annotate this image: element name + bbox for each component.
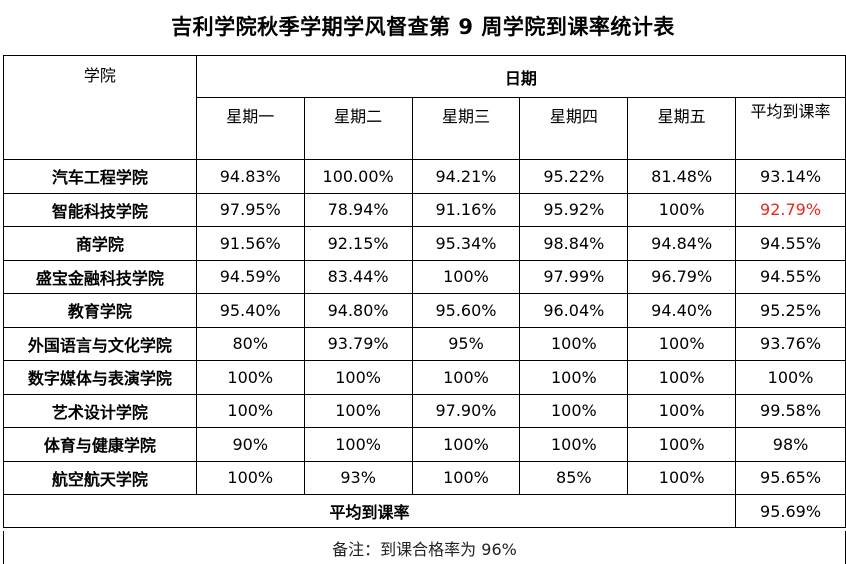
attendance-value: 91.56% <box>195 226 305 261</box>
attendance-value: 95.40% <box>195 293 305 328</box>
table-row: 智能科技学院 97.95% 78.94% 91.16% 95.92% 100% 92.79% <box>3 192 846 227</box>
table-row: 汽车工程学院 94.83% 100.00% 94.21% 95.22% 81.48% 93.… <box>3 159 846 194</box>
average-column-header: 平均到课率 <box>735 97 846 160</box>
attendance-value: 94.40% <box>627 293 737 328</box>
attendance-value: 100% <box>411 259 521 294</box>
attendance-value: 90% <box>195 427 305 462</box>
college-name: 盛宝金融科技学院 <box>3 259 197 294</box>
attendance-value: 97.90% <box>411 393 521 428</box>
attendance-value: 100% <box>303 427 413 462</box>
college-name: 数字媒体与表演学院 <box>3 360 197 395</box>
table-row: 教育学院 95.40% 94.80% 95.60% 96.04% 94.40% 95.25% <box>3 293 846 328</box>
date-column-header: 日期 <box>195 55 846 98</box>
day-header-tue: 星期二 <box>303 97 413 160</box>
average-value: 99.58% <box>735 393 846 428</box>
attendance-value: 100% <box>195 460 305 495</box>
header-row-days: 星期一 星期二 星期三 星期四 星期五 平均到课率 <box>4 97 846 160</box>
day-header-wed: 星期三 <box>411 97 521 160</box>
overall-average-value: 95.69% <box>735 494 846 528</box>
attendance-table: 学院 日期 星期一 星期二 星期三 星期四 星期五 平均到课率 汽车工程学院 94… <box>2 55 846 528</box>
footnote: 备注：到课合格率为 96% <box>3 531 846 564</box>
average-value: 100% <box>735 360 846 395</box>
attendance-value: 80% <box>195 326 305 361</box>
attendance-value: 100% <box>627 326 737 361</box>
attendance-value: 94.59% <box>195 259 305 294</box>
attendance-value: 94.83% <box>195 159 305 194</box>
average-value: 93.76% <box>735 326 846 361</box>
attendance-value: 100% <box>627 427 737 462</box>
average-value: 92.79% <box>735 192 846 227</box>
table-row: 航空航天学院 100% 93% 100% 85% 100% 95.65% <box>3 460 846 495</box>
table-row: 商学院 91.56% 92.15% 95.34% 98.84% 94.84% 94.55% <box>3 226 846 261</box>
attendance-value: 95.92% <box>519 192 629 227</box>
attendance-value: 92.15% <box>303 226 413 261</box>
average-value: 94.55% <box>735 226 846 261</box>
day-header-mon: 星期一 <box>195 97 305 160</box>
attendance-value: 100% <box>195 393 305 428</box>
attendance-value: 94.80% <box>303 293 413 328</box>
attendance-value: 100% <box>519 326 629 361</box>
college-name: 体育与健康学院 <box>3 427 197 462</box>
attendance-value: 94.84% <box>627 226 737 261</box>
college-name: 商学院 <box>3 226 197 261</box>
attendance-value: 95.22% <box>519 159 629 194</box>
attendance-value: 100% <box>303 393 413 428</box>
attendance-value: 100% <box>519 427 629 462</box>
attendance-value: 100% <box>627 393 737 428</box>
attendance-value: 83.44% <box>303 259 413 294</box>
attendance-value: 100% <box>195 360 305 395</box>
attendance-value: 81.48% <box>627 159 737 194</box>
attendance-value: 100% <box>519 360 629 395</box>
attendance-value: 100% <box>627 360 737 395</box>
attendance-value: 91.16% <box>411 192 521 227</box>
college-column-header: 学院 <box>3 55 197 160</box>
college-name: 汽车工程学院 <box>3 159 197 194</box>
average-value: 94.55% <box>735 259 846 294</box>
header-row-top: 学院 日期 <box>3 55 846 160</box>
attendance-value: 98.84% <box>519 226 629 261</box>
attendance-value: 94.21% <box>411 159 521 194</box>
day-header-fri: 星期五 <box>627 97 737 160</box>
table-row: 艺术设计学院 100% 100% 97.90% 100% 100% 99.58% <box>3 393 846 428</box>
attendance-value: 100% <box>411 360 521 395</box>
attendance-value: 85% <box>519 460 629 495</box>
table-row: 外国语言与文化学院 80% 93.79% 95% 100% 100% 93.76% <box>3 326 846 361</box>
overall-label: 平均到课率 <box>2 494 737 528</box>
overall-row: 平均到课率 95.69% <box>2 494 846 528</box>
attendance-value: 95.34% <box>411 226 521 261</box>
attendance-value: 100% <box>303 360 413 395</box>
attendance-value: 100.00% <box>303 159 413 194</box>
college-name: 智能科技学院 <box>3 192 197 227</box>
attendance-value: 96.04% <box>519 293 629 328</box>
average-value: 95.25% <box>735 293 846 328</box>
college-name: 外国语言与文化学院 <box>3 326 197 361</box>
data-rows: 汽车工程学院 94.83% 100.00% 94.21% 95.22% 81.48% 93.… <box>3 159 846 495</box>
attendance-value: 100% <box>519 393 629 428</box>
college-name: 教育学院 <box>3 293 197 328</box>
day-header-thu: 星期四 <box>519 97 629 160</box>
attendance-value: 100% <box>627 460 737 495</box>
attendance-value: 95% <box>411 326 521 361</box>
attendance-value: 93.79% <box>303 326 413 361</box>
average-value: 98% <box>735 427 846 462</box>
attendance-value: 96.79% <box>627 259 737 294</box>
college-name: 艺术设计学院 <box>3 393 197 428</box>
attendance-value: 97.95% <box>195 192 305 227</box>
attendance-value: 93% <box>303 460 413 495</box>
table-row: 盛宝金融科技学院 94.59% 83.44% 100% 97.99% 96.79% 94.5… <box>3 259 846 294</box>
attendance-value: 78.94% <box>303 192 413 227</box>
attendance-value: 97.99% <box>519 259 629 294</box>
college-name: 航空航天学院 <box>3 460 197 495</box>
sheet-title: 吉利学院秋季学期学风督查第 9 周学院到课率统计表 <box>171 15 675 39</box>
average-value: 95.65% <box>735 460 846 495</box>
attendance-value: 95.60% <box>411 293 521 328</box>
average-value: 93.14% <box>735 159 846 194</box>
table-row: 数字媒体与表演学院 100% 100% 100% 100% 100% 100% <box>3 360 846 395</box>
attendance-value: 100% <box>411 460 521 495</box>
attendance-value: 100% <box>627 192 737 227</box>
attendance-value: 100% <box>411 427 521 462</box>
table-row: 体育与健康学院 90% 100% 100% 100% 100% 98% <box>3 427 846 462</box>
